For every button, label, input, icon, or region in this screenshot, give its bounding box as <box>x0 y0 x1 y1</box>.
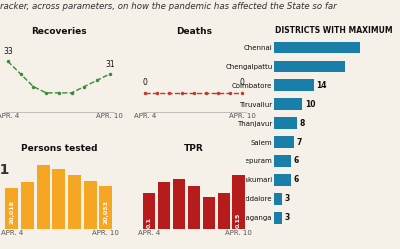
Text: 0.1: 0.1 <box>146 217 152 228</box>
Bar <box>6 188 18 249</box>
Text: 8: 8 <box>299 119 304 128</box>
Bar <box>68 175 81 249</box>
Text: 0: 0 <box>143 78 148 87</box>
Bar <box>158 182 170 229</box>
Title: DISTRICTS WITH MAXIMUM: DISTRICTS WITH MAXIMUM <box>275 26 393 35</box>
Title: Persons tested: Persons tested <box>20 144 97 153</box>
Text: 3: 3 <box>285 213 290 222</box>
Title: Deaths: Deaths <box>176 27 212 36</box>
Bar <box>173 179 185 229</box>
Bar <box>274 117 297 129</box>
Text: 7: 7 <box>296 137 302 147</box>
Bar <box>21 182 34 249</box>
Bar <box>274 136 294 148</box>
Bar <box>274 155 291 167</box>
Bar <box>274 193 282 205</box>
Text: 20,018: 20,018 <box>9 200 14 224</box>
Title: TPR: TPR <box>184 144 204 153</box>
Bar <box>274 98 302 110</box>
Text: 6: 6 <box>293 175 298 185</box>
Text: 31: 31 <box>105 60 115 69</box>
Bar <box>202 197 215 229</box>
Bar <box>274 174 291 186</box>
Bar <box>52 169 65 249</box>
Text: 3: 3 <box>285 194 290 203</box>
Bar <box>274 61 345 72</box>
Text: 33: 33 <box>3 47 13 56</box>
Bar <box>37 165 50 249</box>
Bar <box>84 181 97 249</box>
Bar <box>218 193 230 229</box>
Bar <box>274 212 282 224</box>
Bar <box>188 186 200 229</box>
Text: 6: 6 <box>293 156 298 166</box>
Text: 10: 10 <box>305 100 315 109</box>
Bar <box>143 193 155 229</box>
Text: 20,053: 20,053 <box>103 200 108 224</box>
Bar <box>100 186 112 249</box>
Text: 31: 31 <box>0 163 10 177</box>
Text: 0: 0 <box>240 78 245 87</box>
Text: 0.15: 0.15 <box>236 212 241 228</box>
Text: 14: 14 <box>316 81 327 90</box>
Title: Recoveries: Recoveries <box>31 27 87 36</box>
Bar <box>274 42 360 53</box>
Text: racker, across parameters, on how the pandemic has affected the State so far: racker, across parameters, on how the pa… <box>0 2 337 11</box>
Bar <box>232 175 245 229</box>
Bar <box>274 79 314 91</box>
